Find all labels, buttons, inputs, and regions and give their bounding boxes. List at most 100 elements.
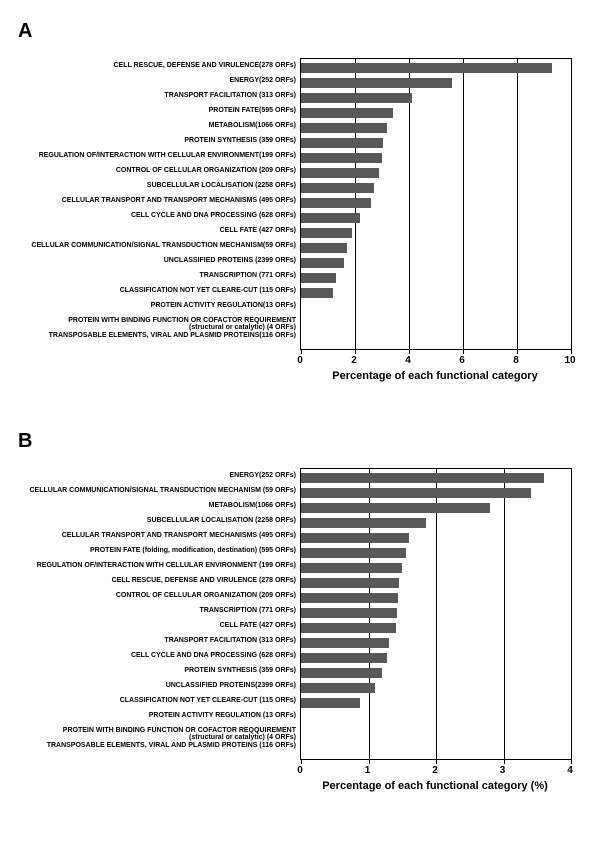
- xtick-mark: [369, 759, 370, 764]
- category-label: PROTEIN SYNTHESIS (359 ORFs): [0, 137, 296, 144]
- category-label: TRANSPORT FACILITATION (313 ORFs): [0, 637, 296, 644]
- category-label: PROTEIN WITH BINDING FUNCTION OR COFACTO…: [0, 317, 296, 332]
- bar: [301, 638, 389, 648]
- panel-a-xtitle: Percentage of each functional category: [300, 370, 570, 382]
- panel-b-xtitle: Percentage of each functional category (…: [300, 780, 570, 792]
- xtick-mark: [436, 759, 437, 764]
- category-label: CELLULAR COMMUNICATION/SIGNAL TRANSDUCTI…: [0, 487, 296, 494]
- bar: [301, 108, 393, 118]
- category-label: UNCLASSIFIED PROTEINS(2399 ORFs): [0, 682, 296, 689]
- bar: [301, 273, 336, 283]
- category-label: CELL FATE (427 ORFs): [0, 227, 296, 234]
- panel-a-plot: [300, 58, 572, 350]
- xtick-label: 10: [560, 355, 580, 366]
- bar: [301, 578, 399, 588]
- bar: [301, 258, 344, 268]
- bar: [301, 243, 347, 253]
- gridline: [504, 469, 505, 759]
- xtick-mark: [571, 759, 572, 764]
- category-label: PROTEIN FATE(595 ORFs): [0, 107, 296, 114]
- bar: [301, 288, 333, 298]
- category-label: CELLULAR TRANSPORT AND TRANSPORT MECHANI…: [0, 532, 296, 539]
- xtick-mark: [504, 759, 505, 764]
- category-label: ENERGY(252 ORFs): [0, 77, 296, 84]
- bar: [301, 93, 412, 103]
- category-label: CELL CYCLE AND DNA PROCESSING (628 ORFs): [0, 652, 296, 659]
- category-label: TRANSCRIPTION (771 ORFs): [0, 607, 296, 614]
- bar: [301, 213, 360, 223]
- bar: [301, 473, 544, 483]
- panel-b-letter: B: [18, 430, 32, 453]
- category-label: METABOLISM(1066 ORFs): [0, 502, 296, 509]
- category-label: PROTEIN ACTIVITY REGULATION(13 ORFs): [0, 302, 296, 309]
- bar: [301, 698, 360, 708]
- category-label: TRANSPOSABLE ELEMENTS, VIRAL AND PLASMID…: [0, 332, 296, 339]
- xtick-label: 0: [290, 355, 310, 366]
- bar: [301, 683, 375, 693]
- panel-a: A Percentage of each functional category…: [0, 20, 600, 410]
- category-label: ENERGY(252 ORFs): [0, 472, 296, 479]
- category-label: CELL CYCLE AND DNA PROCESSING (628 ORFs): [0, 212, 296, 219]
- category-label: REGULATION OF/INTERACTION WITH CELLULAR …: [0, 152, 296, 159]
- bar: [301, 228, 352, 238]
- xtick-mark: [355, 349, 356, 354]
- bar: [301, 198, 371, 208]
- bar: [301, 518, 426, 528]
- category-label: PROTEIN WITH BINDING FUNCTION OR COFACTO…: [0, 727, 296, 742]
- panel-b: B Percentage of each functional category…: [0, 430, 600, 820]
- category-label: PROTEIN ACTIVITY REGULATION (13 ORFs): [0, 712, 296, 719]
- xtick-mark: [571, 349, 572, 354]
- xtick-mark: [409, 349, 410, 354]
- xtick-label: 8: [506, 355, 526, 366]
- category-label: CONTROL OF CELLULAR ORGANIZATION (209 OR…: [0, 167, 296, 174]
- gridline: [463, 59, 464, 349]
- category-label: CELL RESCUE, DEFENSE AND VIRULENCE(278 O…: [0, 62, 296, 69]
- category-label: CELLULAR COMMUNICATION/SIGNAL TRANSDUCTI…: [0, 242, 296, 249]
- category-label: CELLULAR TRANSPORT AND TRANSPORT MECHANI…: [0, 197, 296, 204]
- category-label: CONTROL OF CELLULAR ORGANIZATION (209 OR…: [0, 592, 296, 599]
- xtick-mark: [301, 759, 302, 764]
- bar: [301, 488, 531, 498]
- category-label: CLASSIFICATION NOT YET CLEARE-CUT (115 O…: [0, 287, 296, 294]
- category-label: METABOLISM(1066 ORFs): [0, 122, 296, 129]
- bar: [301, 548, 406, 558]
- bar: [301, 593, 398, 603]
- bar: [301, 623, 396, 633]
- xtick-label: 3: [493, 765, 513, 776]
- gridline: [517, 59, 518, 349]
- category-label: PROTEIN FATE (folding, modification, des…: [0, 547, 296, 554]
- xtick-label: 4: [560, 765, 580, 776]
- panel-b-plot: [300, 468, 572, 760]
- bar: [301, 153, 382, 163]
- bar: [301, 183, 374, 193]
- xtick-label: 1: [358, 765, 378, 776]
- category-label: CELL RESCUE, DEFENSE AND VIRULENCE (278 …: [0, 577, 296, 584]
- xtick-mark: [463, 349, 464, 354]
- category-label: UNCLASSIFIED PROTEINS (2399 ORFs): [0, 257, 296, 264]
- xtick-mark: [301, 349, 302, 354]
- bar: [301, 653, 387, 663]
- bar: [301, 668, 382, 678]
- category-label: SUBCELLULAR LOCALISATION (2258 ORFs): [0, 517, 296, 524]
- xtick-label: 0: [290, 765, 310, 776]
- bar: [301, 563, 402, 573]
- category-label: CELL FATE (427 ORFs): [0, 622, 296, 629]
- bar: [301, 138, 383, 148]
- xtick-label: 4: [398, 355, 418, 366]
- xtick-mark: [517, 349, 518, 354]
- bar: [301, 123, 387, 133]
- category-label: TRANSPORT FACILITATION (313 ORFs): [0, 92, 296, 99]
- bar: [301, 168, 379, 178]
- xtick-label: 6: [452, 355, 472, 366]
- category-label: PROTEIN SYNTHESIS (359 ORFs): [0, 667, 296, 674]
- bar: [301, 503, 490, 513]
- bar: [301, 608, 397, 618]
- category-label: SUBCELLULAR LOCALISATION (2258 ORFs): [0, 182, 296, 189]
- bar: [301, 63, 552, 73]
- bar: [301, 78, 452, 88]
- xtick-label: 2: [425, 765, 445, 776]
- bar: [301, 533, 409, 543]
- category-label: TRANSPOSABLE ELEMENTS, VIRAL AND PLASMID…: [0, 742, 296, 749]
- panel-a-letter: A: [18, 20, 32, 43]
- category-label: TRANSCRIPTION (771 ORFs): [0, 272, 296, 279]
